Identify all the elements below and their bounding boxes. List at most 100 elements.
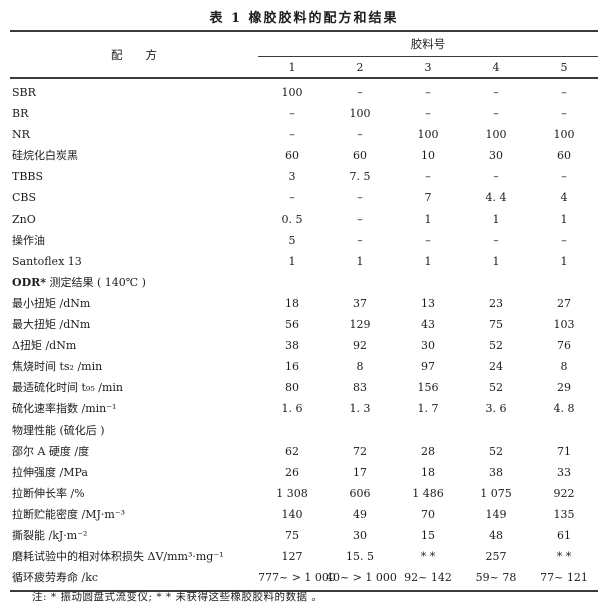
row-label: 最小扭矩 /dNm — [12, 296, 91, 310]
table-row: 邵尔 A 硬度 /度 62 72 28 52 71 — [10, 441, 598, 462]
cell-value — [530, 272, 598, 293]
cell-value: – — [561, 170, 567, 184]
cell-value — [326, 272, 394, 293]
cell-value: 156 — [417, 381, 439, 395]
cell-value: 33 — [557, 465, 571, 479]
cell-value: – — [289, 191, 295, 205]
cell-value — [258, 420, 326, 441]
cell-value: * * — [420, 550, 436, 564]
table-row: 物理性能 (硫化后 ) — [10, 420, 598, 441]
row-label: TBBS — [12, 170, 44, 184]
cell-value — [394, 420, 462, 441]
cell-value: 30 — [421, 339, 435, 353]
row-label: 循环疲劳寿命 /kc — [12, 571, 99, 585]
column-header-3: 3 — [424, 60, 432, 74]
row-label: NR — [12, 128, 30, 142]
table-row: 撕裂能 /kJ·m⁻² 75 30 15 48 61 — [10, 525, 598, 546]
cell-value: 16 — [285, 360, 299, 374]
cell-value: 77~ 121 — [540, 571, 588, 585]
cell-value: 43 — [421, 318, 435, 332]
cell-value: 257 — [485, 550, 507, 564]
cell-value: – — [357, 191, 363, 205]
row-label: 拉伸强度 /MPa — [12, 465, 88, 479]
cell-value: 1. 7 — [417, 402, 439, 416]
table-row: ODR* 测定结果 ( 140℃ ) — [10, 272, 598, 293]
cell-value: 38 — [285, 339, 299, 353]
cell-value: 52 — [489, 444, 503, 458]
cell-value: 76 — [557, 339, 571, 353]
cell-value: 27 — [557, 296, 571, 310]
cell-value: 777~ > 1 000 — [258, 571, 336, 585]
cell-value: – — [493, 86, 499, 99]
row-label: 最适硫化时间 t₉₅ /min — [12, 381, 123, 395]
row-label: 操作油 — [12, 233, 45, 247]
cell-value: – — [357, 233, 363, 247]
row-label: 最大扭矩 /dNm — [12, 318, 91, 332]
table-body: SBR 100 – – – – BR – 100 – – – NR – – 100 100 100 硅烷化白炭黑 60… — [10, 79, 598, 593]
cell-value: 100 — [349, 107, 371, 121]
row-label: ZnO — [12, 212, 36, 226]
table-row: 拉断贮能密度 /MJ·m⁻³ 140 49 70 149 135 — [10, 504, 598, 525]
cell-value: 72 — [353, 444, 367, 458]
cell-value: 4. 4 — [485, 191, 507, 205]
cell-value: 18 — [421, 465, 435, 479]
cell-value: 0. 5 — [281, 212, 303, 226]
table-row: CBS – – 7 4. 4 4 — [10, 187, 598, 208]
table-row: BR – 100 – – – — [10, 103, 598, 124]
cell-value: 1 — [356, 254, 364, 268]
cell-value: 922 — [553, 486, 575, 500]
table-row: 操作油 5 – – – – — [10, 230, 598, 251]
cell-value: 92~ 142 — [404, 571, 452, 585]
cell-value: 24 — [489, 360, 503, 374]
cell-value: 140 — [281, 507, 303, 521]
cell-value: 100 — [281, 86, 303, 99]
cell-value: 30 — [353, 528, 367, 542]
cell-value — [258, 272, 326, 293]
cell-value: 30 — [489, 149, 503, 163]
cell-value: 97 — [421, 360, 435, 374]
column-header-row: 1 2 3 4 5 — [258, 57, 598, 77]
table-row: 磨耗试验中的相对体积损失 ΔV/mm³·mg⁻¹ 127 15. 5 * * 257 * … — [10, 546, 598, 567]
table-footnote: 注: * 振动圆盘式流变仪; * * 未获得这些橡胶胶料的数据 。 — [32, 591, 323, 603]
cell-value: 7. 5 — [349, 170, 371, 184]
cell-value: – — [357, 128, 363, 142]
column-header-1: 1 — [288, 60, 296, 74]
cell-value — [530, 420, 598, 441]
cell-value: 38 — [489, 465, 503, 479]
cell-value: – — [493, 233, 499, 247]
table-row: NR – – 100 100 100 — [10, 124, 598, 145]
cell-value: 61 — [557, 528, 571, 542]
table-row: Santoflex 13 1 1 1 1 1 — [10, 251, 598, 272]
cell-value: – — [425, 86, 431, 99]
cell-value: 92 — [353, 339, 367, 353]
cell-value: 62 — [285, 444, 299, 458]
cell-value: 80 — [285, 381, 299, 395]
cell-value: 10 — [421, 149, 435, 163]
cell-value — [462, 420, 530, 441]
cell-value: 3 — [288, 170, 296, 184]
column-header-2: 2 — [356, 60, 364, 74]
row-label: ODR* 测定结果 ( 140℃ ) — [12, 275, 146, 289]
cell-value: 129 — [349, 318, 371, 332]
cell-value: * * — [556, 550, 572, 564]
row-label: 物理性能 (硫化后 ) — [12, 423, 105, 437]
cell-value: – — [289, 107, 295, 121]
cell-value: 70 — [421, 507, 435, 521]
cell-value: – — [425, 233, 431, 247]
cell-value: 56 — [285, 318, 299, 332]
cell-value: – — [561, 233, 567, 247]
cell-value: 4. 8 — [553, 402, 575, 416]
cell-value: 1 486 — [412, 486, 444, 500]
row-label: 拉断贮能密度 /MJ·m⁻³ — [12, 507, 126, 521]
cell-value: 1 — [492, 212, 500, 226]
row-label: BR — [12, 107, 29, 121]
row-label: CBS — [12, 191, 37, 205]
row-label: 邵尔 A 硬度 /度 — [12, 444, 90, 458]
cell-value: 13 — [421, 296, 435, 310]
cell-value: 60 — [353, 149, 367, 163]
row-label: 撕裂能 /kJ·m⁻² — [12, 528, 88, 542]
cell-value: 37 — [353, 296, 367, 310]
cell-value — [462, 272, 530, 293]
table-row: 焦烧时间 ts₂ /min 16 8 97 24 8 — [10, 356, 598, 377]
row-label: 磨耗试验中的相对体积损失 ΔV/mm³·mg⁻¹ — [12, 550, 224, 564]
